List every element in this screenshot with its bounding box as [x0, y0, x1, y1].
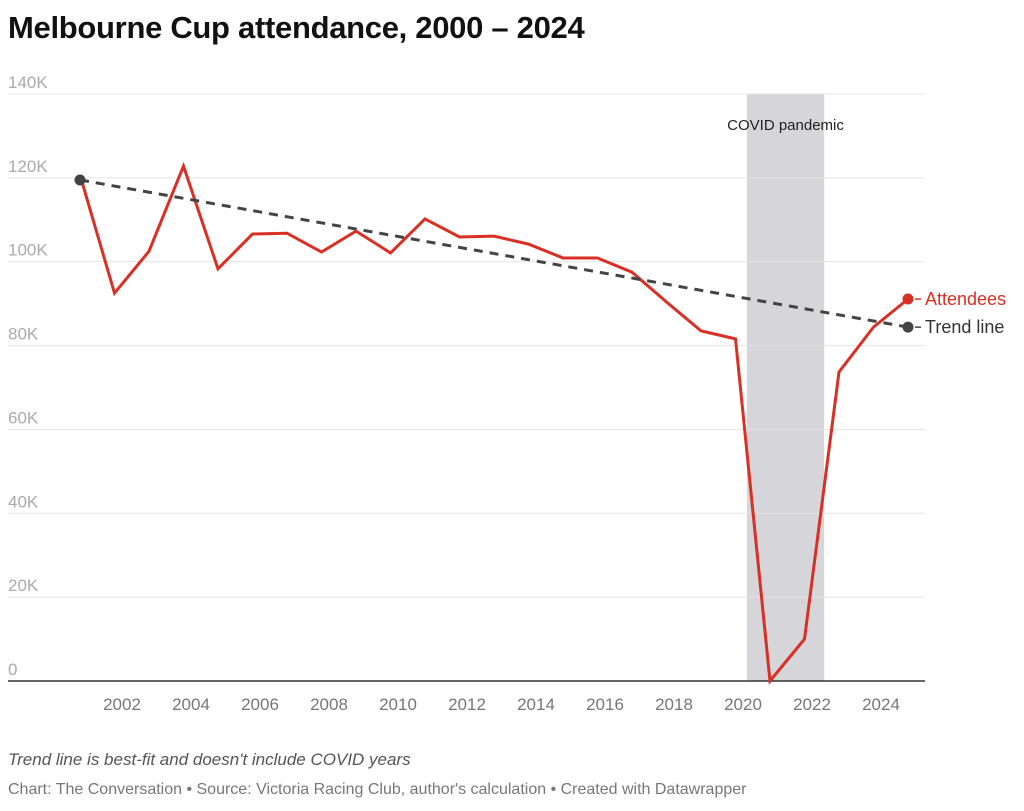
x-tick-label: 2010	[379, 695, 417, 714]
x-tick-label: 2014	[517, 695, 555, 714]
chart-title: Melbourne Cup attendance, 2000 – 2024	[8, 10, 585, 45]
x-tick-label: 2024	[862, 695, 900, 714]
x-tick-label: 2004	[172, 695, 210, 714]
x-tick-label: 2016	[586, 695, 624, 714]
x-tick-label: 2006	[241, 695, 279, 714]
trend-end-point	[902, 321, 914, 333]
y-tick-label: 20K	[8, 576, 39, 595]
attendees-end-point	[902, 293, 914, 305]
covid-label: COVID pandemic	[727, 117, 844, 134]
x-tick-label: 2020	[724, 695, 762, 714]
trend-line	[79, 178, 909, 329]
x-tick-label: 2012	[448, 695, 486, 714]
y-tick-label: 40K	[8, 492, 39, 511]
y-tick-label: 0	[8, 660, 17, 679]
chart-source: Chart: The Conversation • Source: Victor…	[8, 781, 747, 798]
y-tick-label: 100K	[8, 241, 48, 260]
x-tick-label: 2018	[655, 695, 693, 714]
x-tick-label: 2002	[103, 695, 141, 714]
y-tick-label: 120K	[8, 157, 48, 176]
x-tick-label: 2008	[310, 695, 348, 714]
trend-start-point	[74, 174, 86, 186]
chart-note: Trend line is best-fit and doesn't inclu…	[8, 750, 411, 769]
covid-band	[746, 94, 825, 681]
attendees-legend-label: Attendees	[925, 289, 1006, 309]
y-tick-label: 140K	[8, 73, 48, 92]
y-tick-label: 80K	[8, 325, 39, 344]
line-chart: 0 20K 40K 60K 80K 100K 120K 140K COVID pandemic 2…	[8, 73, 1006, 714]
trend-legend-label: Trend line	[925, 317, 1004, 337]
x-tick-label: 2022	[793, 695, 831, 714]
attendees-line	[78, 161, 909, 685]
y-tick-label: 60K	[8, 408, 39, 427]
